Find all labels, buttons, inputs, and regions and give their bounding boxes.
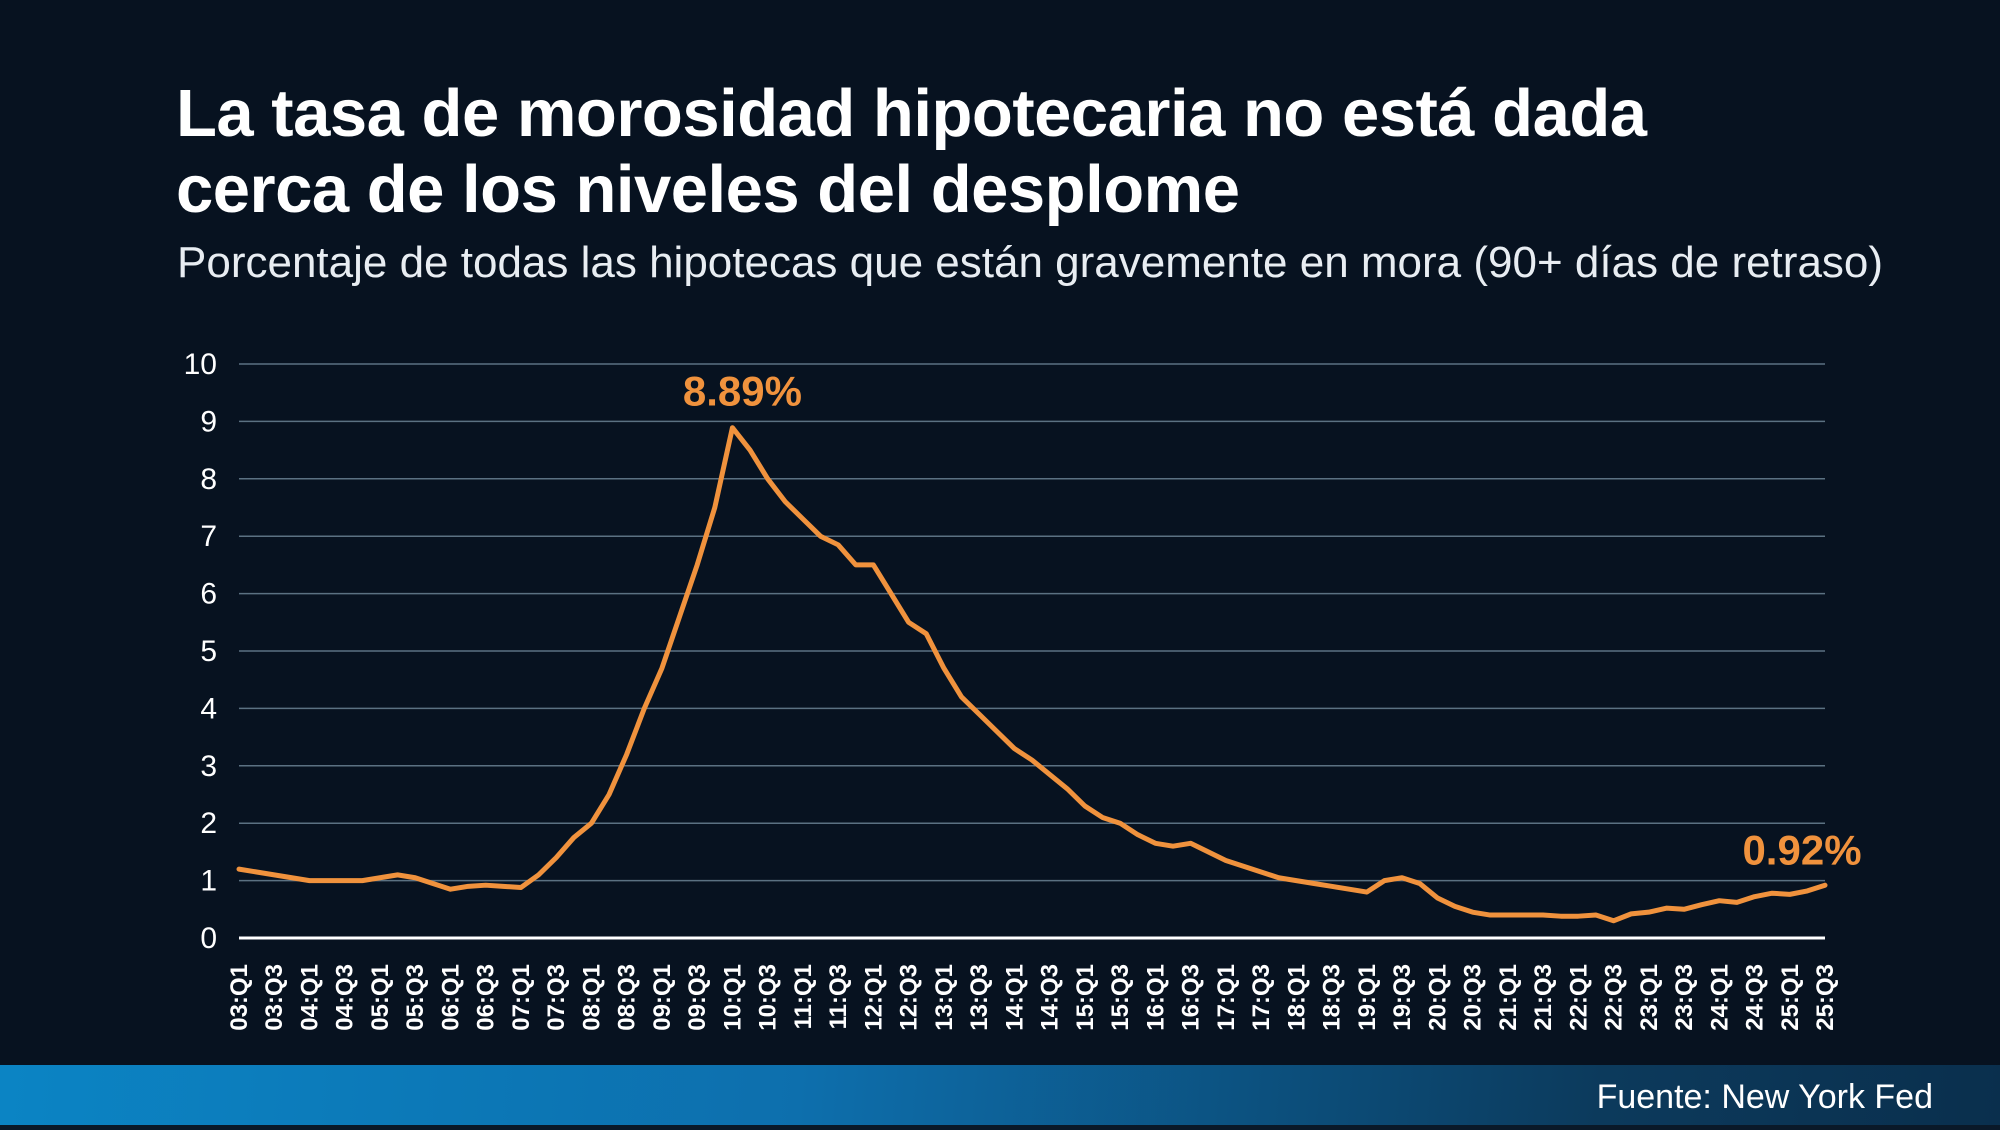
svg-text:03:Q1: 03:Q1	[226, 964, 253, 1031]
svg-text:05:Q1: 05:Q1	[367, 964, 394, 1031]
svg-text:19:Q1: 19:Q1	[1354, 964, 1381, 1031]
svg-text:09:Q1: 09:Q1	[649, 964, 676, 1031]
svg-text:12:Q1: 12:Q1	[860, 964, 887, 1031]
svg-text:07:Q3: 07:Q3	[543, 964, 570, 1031]
svg-text:17:Q3: 17:Q3	[1248, 964, 1275, 1031]
svg-text:14:Q3: 14:Q3	[1037, 964, 1064, 1031]
svg-text:21:Q3: 21:Q3	[1530, 964, 1557, 1031]
svg-text:10:Q3: 10:Q3	[755, 964, 782, 1031]
svg-text:4: 4	[200, 692, 217, 725]
svg-text:06:Q3: 06:Q3	[473, 964, 500, 1031]
svg-text:18:Q1: 18:Q1	[1283, 964, 1310, 1031]
svg-text:22:Q1: 22:Q1	[1565, 964, 1592, 1031]
svg-text:16:Q1: 16:Q1	[1142, 964, 1169, 1031]
svg-text:6: 6	[200, 578, 217, 611]
svg-text:11:Q1: 11:Q1	[790, 964, 817, 1029]
svg-text:14:Q1: 14:Q1	[1001, 964, 1028, 1031]
svg-text:7: 7	[200, 520, 217, 553]
svg-text:13:Q1: 13:Q1	[931, 964, 958, 1031]
svg-text:8: 8	[200, 463, 217, 496]
svg-text:24:Q1: 24:Q1	[1706, 964, 1733, 1031]
svg-text:05:Q3: 05:Q3	[402, 964, 429, 1031]
svg-text:20:Q3: 20:Q3	[1460, 964, 1487, 1031]
svg-text:23:Q3: 23:Q3	[1671, 964, 1698, 1031]
svg-text:1: 1	[200, 865, 217, 898]
svg-text:25:Q3: 25:Q3	[1812, 964, 1839, 1031]
svg-text:18:Q3: 18:Q3	[1319, 964, 1346, 1031]
svg-text:10:Q1: 10:Q1	[719, 964, 746, 1031]
svg-text:04:Q1: 04:Q1	[296, 964, 323, 1031]
svg-text:13:Q3: 13:Q3	[966, 964, 993, 1031]
svg-text:9: 9	[200, 405, 217, 438]
svg-text:2: 2	[200, 807, 217, 840]
svg-text:20:Q1: 20:Q1	[1424, 964, 1451, 1031]
svg-text:8.89%: 8.89%	[683, 367, 802, 414]
svg-text:19:Q3: 19:Q3	[1389, 964, 1416, 1031]
svg-text:21:Q1: 21:Q1	[1495, 964, 1522, 1031]
svg-text:24:Q3: 24:Q3	[1742, 964, 1769, 1031]
svg-text:10: 10	[184, 348, 217, 381]
svg-text:11:Q3: 11:Q3	[825, 964, 852, 1029]
svg-text:25:Q1: 25:Q1	[1777, 964, 1804, 1031]
svg-text:03:Q3: 03:Q3	[261, 964, 288, 1031]
svg-text:23:Q1: 23:Q1	[1636, 964, 1663, 1031]
svg-text:08:Q1: 08:Q1	[578, 964, 605, 1031]
svg-text:04:Q3: 04:Q3	[332, 964, 359, 1031]
svg-text:16:Q3: 16:Q3	[1178, 964, 1205, 1031]
svg-text:15:Q1: 15:Q1	[1072, 964, 1099, 1031]
svg-text:09:Q3: 09:Q3	[684, 964, 711, 1031]
svg-text:0: 0	[200, 922, 217, 955]
svg-text:12:Q3: 12:Q3	[896, 964, 923, 1031]
svg-text:22:Q3: 22:Q3	[1601, 964, 1628, 1031]
svg-text:0.92%: 0.92%	[1742, 827, 1861, 874]
svg-text:3: 3	[200, 750, 217, 783]
svg-text:06:Q1: 06:Q1	[437, 964, 464, 1031]
svg-text:17:Q1: 17:Q1	[1213, 964, 1240, 1031]
svg-text:5: 5	[200, 635, 217, 668]
svg-text:08:Q3: 08:Q3	[614, 964, 641, 1031]
svg-text:07:Q1: 07:Q1	[508, 964, 535, 1031]
svg-text:15:Q3: 15:Q3	[1107, 964, 1134, 1031]
